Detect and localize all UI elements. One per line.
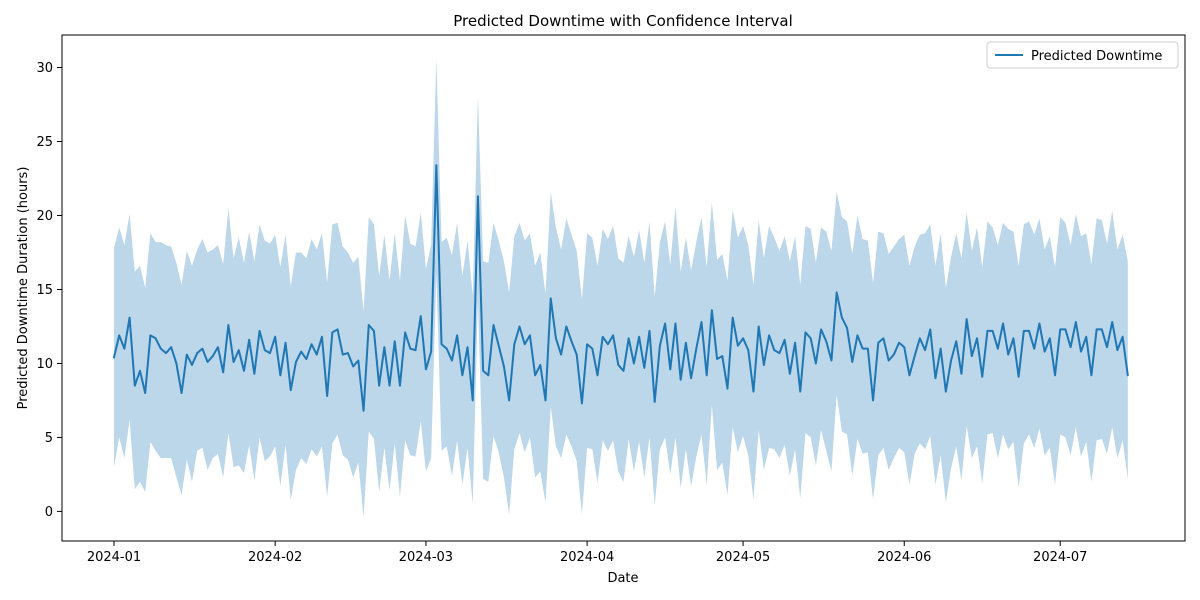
x-axis-label: Date bbox=[607, 571, 638, 586]
legend-box bbox=[986, 41, 1179, 69]
y-tick-label: 15 bbox=[36, 283, 53, 298]
y-tick-label: 30 bbox=[36, 61, 53, 76]
legend: Predicted Downtime bbox=[986, 41, 1179, 69]
y-tick-label: 5 bbox=[45, 431, 53, 446]
chart-title: Predicted Downtime with Confidence Inter… bbox=[453, 12, 793, 30]
predicted-downtime-line bbox=[112, 164, 1129, 412]
y-axis-ticks: 0 5 10 15 20 25 30 bbox=[36, 61, 62, 520]
x-tick-label: 2024-07 bbox=[1033, 550, 1087, 565]
x-tick-label: 2024-06 bbox=[877, 550, 931, 565]
y-axis-label: Predicted Downtime Duration (hours) bbox=[16, 167, 31, 410]
plot-area bbox=[112, 58, 1129, 518]
x-axis-ticks: 2024-01 2024-02 2024-03 2024-04 2024-05 2024-… bbox=[87, 541, 1087, 565]
y-tick-label: 20 bbox=[36, 209, 53, 224]
x-tick-label: 2024-01 bbox=[87, 550, 141, 565]
x-tick-label: 2024-05 bbox=[716, 550, 770, 565]
x-tick-label: 2024-04 bbox=[560, 550, 614, 565]
y-tick-label: 0 bbox=[45, 505, 53, 520]
confidence-interval-band bbox=[113, 58, 1128, 518]
y-tick-label: 10 bbox=[36, 357, 53, 372]
x-tick-label: 2024-02 bbox=[248, 550, 302, 565]
x-tick-label: 2024-03 bbox=[399, 550, 453, 565]
y-tick-label: 25 bbox=[36, 135, 53, 150]
legend-label-predicted-downtime: Predicted Downtime bbox=[1031, 49, 1162, 64]
plot-frame bbox=[61, 34, 1186, 542]
